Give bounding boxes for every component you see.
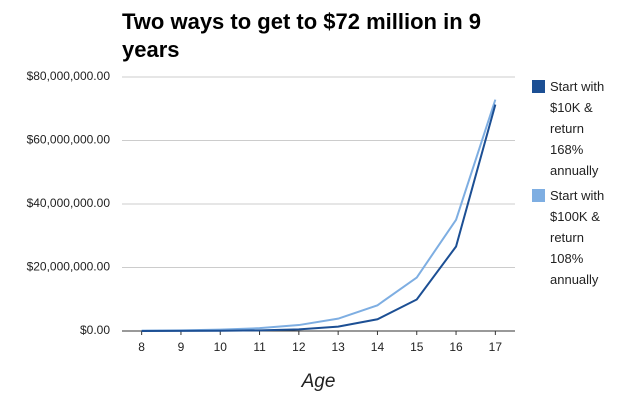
y-tick-label: $20,000,000.00 [27, 260, 111, 274]
x-tick-label: 17 [489, 340, 503, 354]
x-tick-label: 8 [138, 340, 145, 354]
x-tick-label: 11 [253, 340, 266, 354]
x-tick-label: 9 [178, 340, 185, 354]
series-line [141, 99, 497, 332]
series-line [141, 104, 497, 332]
legend-swatch [532, 80, 545, 93]
x-axis-label: Age [301, 371, 336, 392]
y-tick-label: $60,000,000.00 [27, 133, 111, 147]
y-tick-label: $0.00 [80, 323, 110, 337]
legend-entry: Start with $100K & return 108% annually [532, 185, 616, 290]
legend-entry: Start with $10K & return 168% annually [532, 76, 616, 181]
x-tick-label: 16 [449, 340, 463, 354]
x-tick-label: 10 [214, 340, 228, 354]
legend-swatch [532, 189, 545, 202]
x-tick-label: 12 [292, 340, 306, 354]
x-tick-label: 14 [371, 340, 385, 354]
chart-title: Two ways to get to $72 million in 9 year… [122, 9, 481, 62]
x-tick-label: 15 [410, 340, 424, 354]
legend-label: Start with $10K & return 168% annually [550, 79, 605, 178]
legend-label: Start with $100K & return 108% annually [550, 188, 605, 287]
y-tick-label: $80,000,000.00 [27, 69, 111, 83]
legend: Start with $10K & return 168% annually St… [532, 76, 632, 294]
y-tick-label: $40,000,000.00 [27, 196, 111, 210]
x-tick-label: 13 [331, 340, 345, 354]
